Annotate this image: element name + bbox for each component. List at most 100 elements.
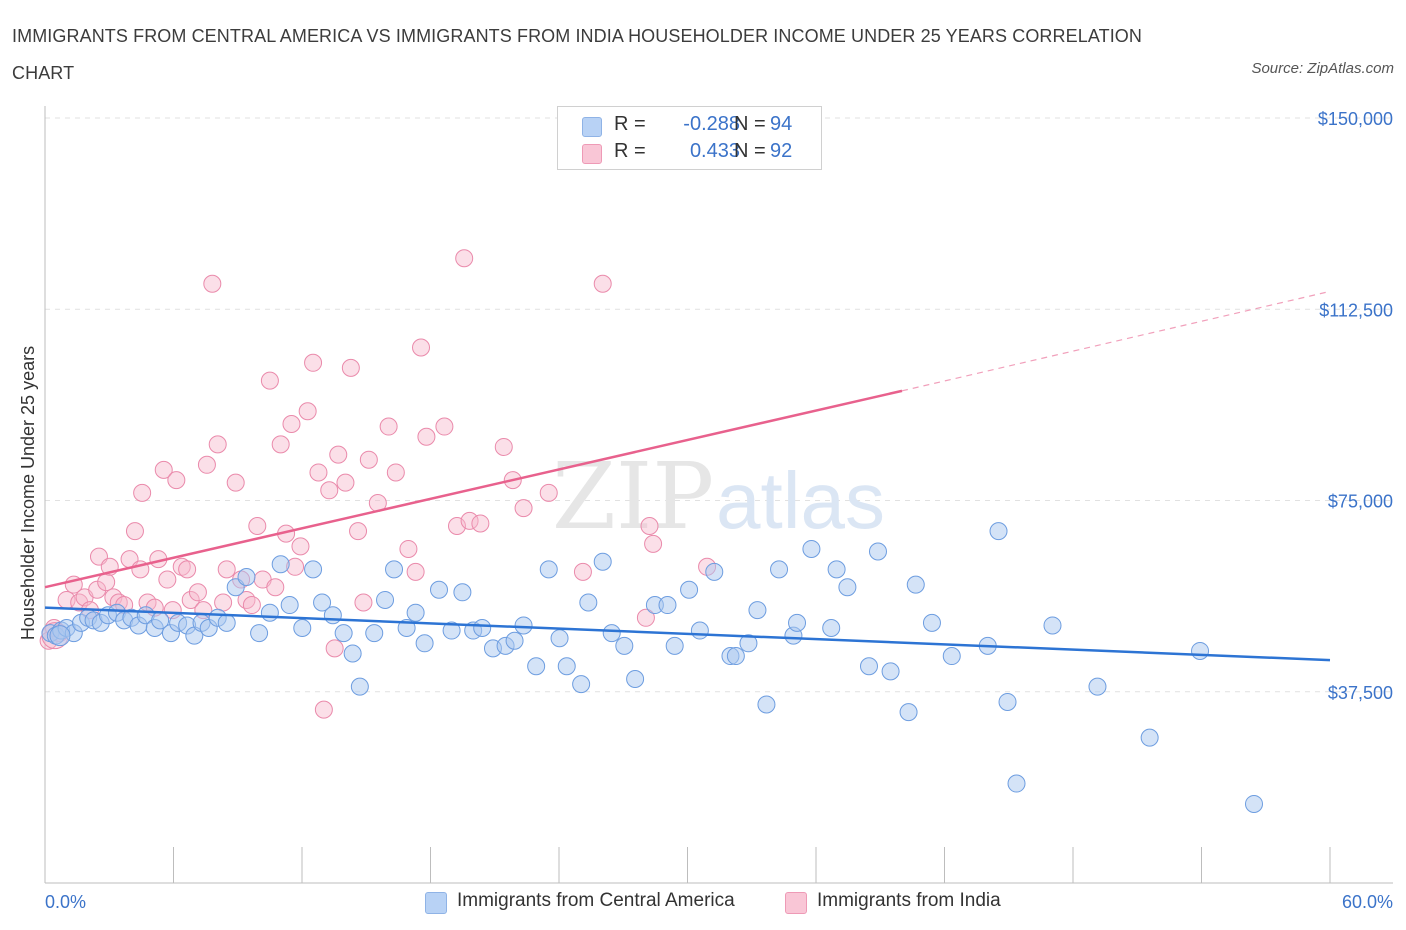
- legend-r-value: 0.433: [689, 140, 740, 162]
- india-point: [88, 580, 107, 599]
- chart-title: IMMIGRANTS FROM CENTRAL AMERICA VS IMMIG…: [12, 26, 1143, 83]
- central-america-point: [881, 662, 900, 681]
- india-point: [248, 517, 267, 535]
- central-america-point: [260, 603, 279, 622]
- central-america-point: [365, 624, 384, 643]
- central-america-point: [237, 568, 256, 586]
- central-america-point: [323, 606, 342, 625]
- central-america-point-cluster: [49, 625, 71, 647]
- india-point: [314, 700, 333, 719]
- central-america-point: [593, 552, 612, 571]
- india-point: [133, 483, 152, 502]
- india-point: [203, 274, 222, 293]
- trend-line-india-extension: [901, 290, 1331, 392]
- central-america-point: [922, 613, 941, 632]
- central-america-point: [827, 560, 846, 579]
- india-point: [573, 562, 592, 581]
- central-america-point: [293, 619, 312, 637]
- central-america-point: [802, 539, 821, 558]
- legend-r-value: -0.288: [683, 113, 740, 135]
- central-america-point: [998, 692, 1017, 711]
- source-credit: Source: ZipAtlas.com: [1251, 60, 1394, 77]
- india-point: [471, 514, 490, 533]
- central-america-point: [906, 575, 925, 594]
- central-america-point: [822, 619, 841, 637]
- central-america-point: [415, 634, 434, 653]
- x-tick-label-max: 60.0%: [1342, 892, 1393, 912]
- india-point: [460, 511, 479, 530]
- india-point: [640, 517, 659, 535]
- central-america-point: [1088, 677, 1107, 696]
- central-america-point: [280, 596, 299, 615]
- india-point: [304, 353, 323, 372]
- central-america-point: [748, 601, 767, 620]
- india-point: [644, 534, 663, 553]
- central-america-point: [899, 703, 918, 722]
- central-america-point: [453, 583, 472, 602]
- central-america-point: [550, 629, 569, 648]
- central-america-point: [334, 624, 353, 643]
- india-point: [309, 463, 328, 482]
- india-point: [399, 539, 418, 558]
- central-america-point: [1191, 641, 1210, 660]
- central-america-point: [442, 621, 461, 640]
- y-tick-label: $112,500: [1319, 300, 1393, 320]
- india-point: [514, 499, 533, 518]
- trend-line-india: [44, 389, 903, 589]
- central-america-point: [304, 560, 323, 579]
- watermark-atlas: atlas: [716, 456, 885, 545]
- india-point: [208, 435, 227, 454]
- india-point: [417, 427, 436, 446]
- central-america-point: [626, 670, 645, 688]
- india-point: [455, 249, 474, 268]
- y-axis-label: Householder Income Under 25 years: [18, 346, 38, 640]
- central-america-point: [557, 657, 576, 676]
- india-point: [181, 590, 200, 609]
- india-point: [271, 435, 290, 454]
- india-point: [494, 437, 513, 456]
- india-point: [154, 460, 173, 479]
- watermark-zip: ZIP: [552, 443, 714, 550]
- india-point: [237, 590, 256, 609]
- central-america-point: [726, 647, 745, 666]
- india-point: [298, 402, 317, 421]
- india-point: [636, 608, 655, 627]
- india-point: [266, 578, 285, 597]
- central-america-point: [313, 593, 332, 612]
- india-point: [188, 583, 207, 602]
- india-point: [349, 522, 368, 541]
- legend-n-value: 94: [770, 113, 793, 135]
- india-point: [291, 537, 310, 556]
- india-point: [593, 274, 612, 293]
- india-point: [329, 445, 348, 464]
- central-america-point: [705, 562, 724, 581]
- central-america-point: [473, 619, 492, 637]
- central-america-point: [1140, 728, 1159, 747]
- y-tick-labels: $37,500 $75,000 $112,500 $150,000: [1318, 109, 1393, 703]
- correlation-legend: R = -0.288 N = 94 R = 0.433 N = 92: [557, 106, 822, 170]
- legend-swatch-pink: [582, 144, 602, 164]
- central-america-point: [665, 636, 684, 655]
- series-label-central-america: Immigrants from Central America: [457, 890, 735, 911]
- india-point: [435, 417, 454, 436]
- series-swatch-pink: [785, 892, 807, 914]
- india-point: [158, 570, 177, 589]
- central-america-point: [1007, 774, 1026, 793]
- legend-swatch-blue: [582, 117, 602, 137]
- central-america-point: [250, 624, 269, 643]
- central-america-point: [539, 560, 558, 579]
- central-america-point: [376, 590, 395, 609]
- india-point: [341, 358, 360, 377]
- legend-n-label: N =: [734, 140, 766, 162]
- india-point: [282, 415, 301, 433]
- india-point: [336, 473, 355, 492]
- x-tick-label-min: 0.0%: [45, 892, 86, 912]
- y-tick-label: $150,000: [1318, 109, 1393, 129]
- india-point: [539, 483, 558, 502]
- india-point: [178, 560, 197, 579]
- india-point: [325, 639, 344, 658]
- central-america-point: [942, 647, 961, 666]
- india-point: [386, 463, 405, 482]
- central-america-point: [788, 613, 807, 632]
